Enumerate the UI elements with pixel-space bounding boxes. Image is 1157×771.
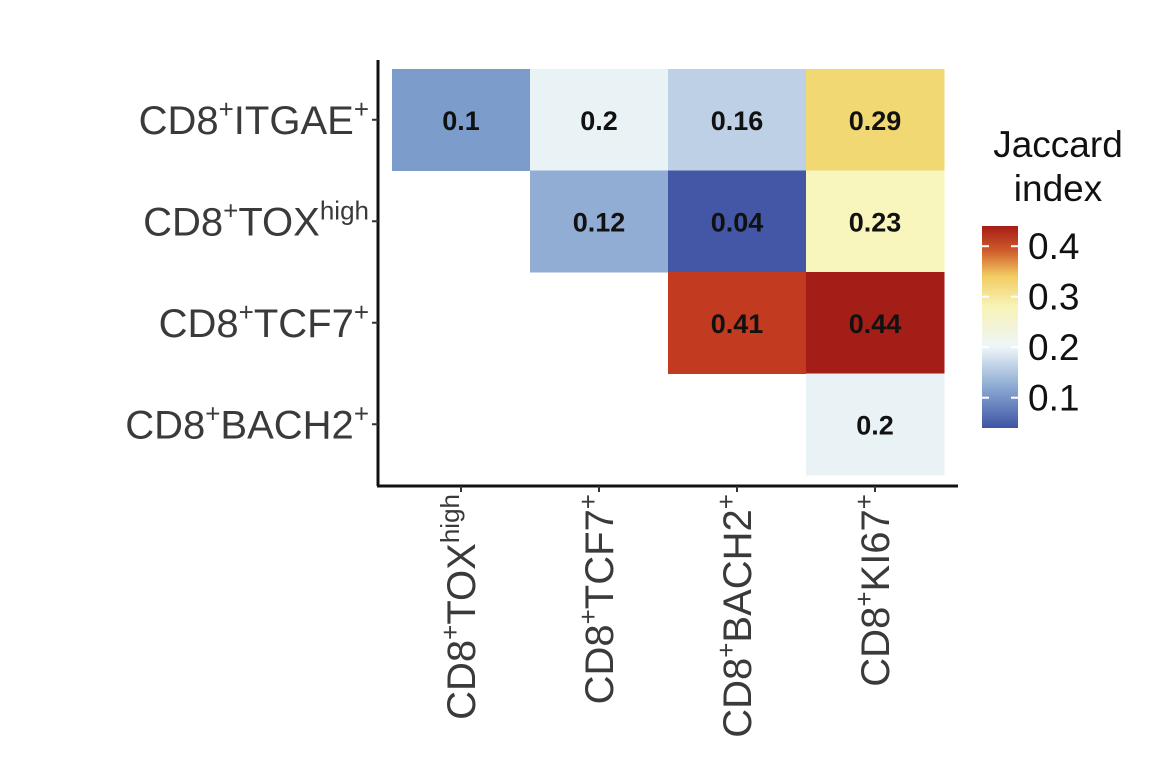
cell-value-label-r0-c3: 0.29 (849, 106, 902, 136)
cell-value-label-r0-c2: 0.16 (711, 106, 764, 136)
column-label-0: CD8+TOXhigh (435, 494, 484, 720)
column-labels: CD8+TOXhigh CD8+TCF7+ CD8+BACH2+ CD8+KI67+ (435, 486, 898, 738)
heatmap-cell-r1-c1 (530, 170, 669, 273)
legend-title-line2: index (1014, 168, 1103, 209)
column-label-2: CD8+BACH2+ (711, 494, 760, 738)
heatmap-cell-r2-c2 (668, 272, 807, 374)
cell-value-label-r0-c1: 0.2 (580, 106, 618, 136)
legend-tick-label-1: 0.2 (1028, 327, 1079, 368)
legend-tick-label-0: 0.1 (1028, 378, 1079, 419)
cell-value-label-r2-c2: 0.41 (711, 309, 764, 339)
cell-value-label-r0-c0: 0.1 (442, 106, 480, 136)
legend-title-line1: Jaccard (993, 124, 1123, 165)
heatmap-cell-r1-c2 (668, 170, 807, 273)
row-label-1: CD8+TOXhigh (143, 195, 369, 244)
column-label-3: CD8+KI67+ (849, 494, 898, 687)
cell-value-label-r1-c2: 0.04 (711, 207, 764, 237)
row-label-2: CD8+TCF7+ (159, 297, 369, 346)
row-label-3: CD8+BACH2+ (125, 398, 369, 447)
legend-colorbar (982, 226, 1018, 428)
cell-value-label-r2-c3: 0.44 (849, 309, 902, 339)
heatmap-cell-r1-c3 (806, 170, 945, 273)
heatmap-cell-r0-c3 (806, 69, 945, 171)
heatmap-cell-r0-c0 (392, 69, 531, 171)
cell-value-label-r1-c1: 0.12 (573, 207, 626, 237)
heatmap-cells: 0.1 0.2 0.16 0.29 0.12 0.04 0.23 0.41 0.44 0.2 (392, 69, 945, 476)
cell-value-label-r3-c3: 0.2 (856, 410, 894, 440)
legend-tick-label-2: 0.3 (1028, 277, 1079, 318)
cell-value-label-r1-c3: 0.23 (849, 207, 902, 237)
row-label-0: CD8+ITGAE+ (139, 94, 369, 143)
axes (376, 60, 958, 488)
row-labels: CD8+ITGAE+ CD8+TOXhigh CD8+TCF7+ CD8+BACH2+ (125, 94, 378, 447)
heatmap-cell-r2-c3 (806, 272, 945, 374)
legend-tick-label-3: 0.4 (1028, 226, 1079, 267)
heatmap-cell-r0-c1 (530, 69, 669, 171)
heatmap-cell-r3-c3 (806, 373, 945, 476)
heatmap-cell-r0-c2 (668, 69, 807, 171)
column-label-1: CD8+TCF7+ (573, 494, 622, 704)
